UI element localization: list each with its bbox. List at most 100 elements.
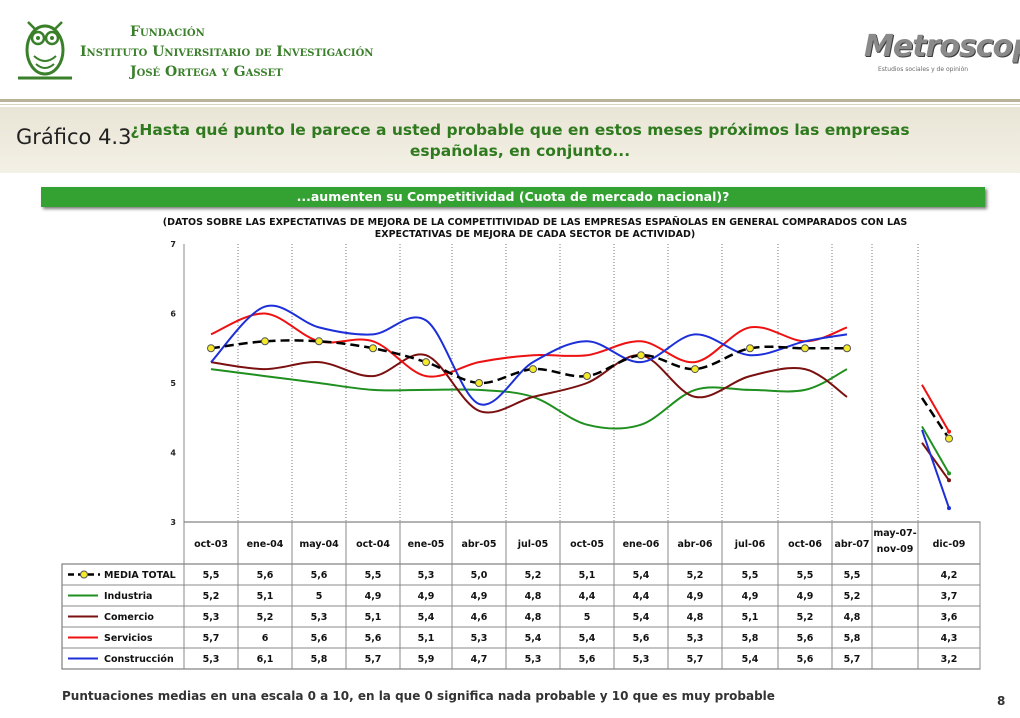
data-label: 4,6 xyxy=(471,612,488,623)
data-label: 5,6 xyxy=(633,633,650,644)
series-line-end xyxy=(921,425,950,474)
data-label: 5,8 xyxy=(844,633,861,644)
data-label: 5,2 xyxy=(525,570,542,581)
data-label: 4,8 xyxy=(687,612,704,623)
data-label: 4,4 xyxy=(633,591,650,602)
y-tick-label: 7 xyxy=(170,240,176,249)
data-point xyxy=(369,344,377,353)
data-point xyxy=(947,478,951,483)
data-point xyxy=(261,337,269,346)
data-label: 5,3 xyxy=(525,654,542,665)
data-label: 4,7 xyxy=(471,654,488,665)
title-band xyxy=(0,107,1020,173)
data-label: 6 xyxy=(262,633,269,644)
legend-label: Construcción xyxy=(104,654,174,665)
foundation-line-1: Fundación xyxy=(130,24,205,40)
page-number: 8 xyxy=(997,694,1006,708)
data-point xyxy=(422,358,430,367)
legend-label: Servicios xyxy=(104,633,153,644)
data-label: 4,9 xyxy=(687,591,704,602)
owl-logo-icon xyxy=(18,21,72,80)
series-line-end xyxy=(921,429,950,509)
data-label: 5,4 xyxy=(579,633,596,644)
data-label: 5,1 xyxy=(742,612,759,623)
data-label: 5,1 xyxy=(365,612,382,623)
data-label: 5,6 xyxy=(365,633,382,644)
data-point xyxy=(529,365,537,374)
series-line-end xyxy=(921,442,950,481)
metroscopia-wordmark: Metroscopia xyxy=(864,29,1020,64)
data-label: 5,8 xyxy=(311,654,328,665)
data-label: 5,6 xyxy=(257,570,274,581)
y-tick-label: 6 xyxy=(170,310,176,319)
data-label: 5,3 xyxy=(203,654,220,665)
data-point xyxy=(315,337,323,346)
y-tick-label: 5 xyxy=(170,379,176,388)
legend-label: Comercio xyxy=(104,612,154,623)
series-line xyxy=(210,353,848,414)
series-line xyxy=(210,304,848,406)
figure-label: Gráfico 4.3 xyxy=(16,125,132,149)
data-point xyxy=(801,344,809,353)
category-label: oct-03 xyxy=(194,539,228,550)
data-point xyxy=(583,372,591,381)
data-label: 4,8 xyxy=(525,591,542,602)
data-label: 4,9 xyxy=(797,591,814,602)
data-label: 5 xyxy=(584,612,591,623)
data-label: 5,5 xyxy=(742,570,759,581)
data-label: 3,2 xyxy=(941,654,958,665)
header-divider-thin xyxy=(0,104,1020,105)
data-label: 5,2 xyxy=(687,570,704,581)
series-line-end xyxy=(921,384,950,433)
data-label: 5,6 xyxy=(797,654,814,665)
data-label: 5,4 xyxy=(633,612,650,623)
data-label: 4,8 xyxy=(525,612,542,623)
footer-note: Puntuaciones medias en una escala 0 a 10… xyxy=(62,689,775,703)
category-label: oct-05 xyxy=(570,539,604,550)
data-point xyxy=(947,506,951,511)
category-label: ene-06 xyxy=(623,539,660,550)
data-label: 5,7 xyxy=(203,633,220,644)
data-label: 4,8 xyxy=(844,612,861,623)
data-label: 5,7 xyxy=(844,654,861,665)
series-line-end xyxy=(920,397,951,440)
category-label: jul-05 xyxy=(517,539,548,550)
chart-subtitle: (DATOS SOBRE LAS EXPECTATIVAS DE MEJORA … xyxy=(162,217,908,240)
metroscopia-logo: Metroscopia Estudios sociales y de opini… xyxy=(858,30,1020,80)
data-point xyxy=(475,379,483,387)
category-label: ene-05 xyxy=(408,539,445,550)
data-label: 4,9 xyxy=(365,591,382,602)
data-label: 5,3 xyxy=(471,633,488,644)
category-label: dic-09 xyxy=(933,539,966,550)
data-label: 5,6 xyxy=(797,633,814,644)
category-label: abr-07 xyxy=(834,539,869,550)
data-point xyxy=(947,471,951,476)
data-point xyxy=(843,344,851,353)
data-label: 5,8 xyxy=(742,633,759,644)
data-point xyxy=(637,351,645,360)
metroscopia-tagline: Estudios sociales y de opinión xyxy=(878,66,969,73)
data-label: 5,1 xyxy=(579,570,596,581)
data-label: 5,4 xyxy=(525,633,542,644)
foundation-name: Fundación Instituto Universitario de Inv… xyxy=(80,22,373,82)
data-point xyxy=(947,429,951,434)
data-label: 5,0 xyxy=(471,570,488,581)
data-label: 5,2 xyxy=(844,591,861,602)
data-label: 5,3 xyxy=(633,654,650,665)
data-point xyxy=(207,344,215,353)
data-label: 4,9 xyxy=(471,591,488,602)
legend-marker xyxy=(80,570,88,579)
data-label: 5,5 xyxy=(365,570,382,581)
data-label: 5,7 xyxy=(365,654,382,665)
category-label: may-07- xyxy=(873,528,916,539)
data-label: 3,7 xyxy=(941,591,958,602)
table-header xyxy=(183,521,981,565)
data-label: 5,5 xyxy=(203,570,220,581)
data-label: 5,3 xyxy=(687,633,704,644)
data-label: 5,3 xyxy=(418,570,435,581)
data-label: 5 xyxy=(316,591,323,602)
data-label: 5,5 xyxy=(844,570,861,581)
question-banner: ...aumenten su Competitividad (Cuota de … xyxy=(41,187,985,207)
data-label: 5,9 xyxy=(418,654,435,665)
